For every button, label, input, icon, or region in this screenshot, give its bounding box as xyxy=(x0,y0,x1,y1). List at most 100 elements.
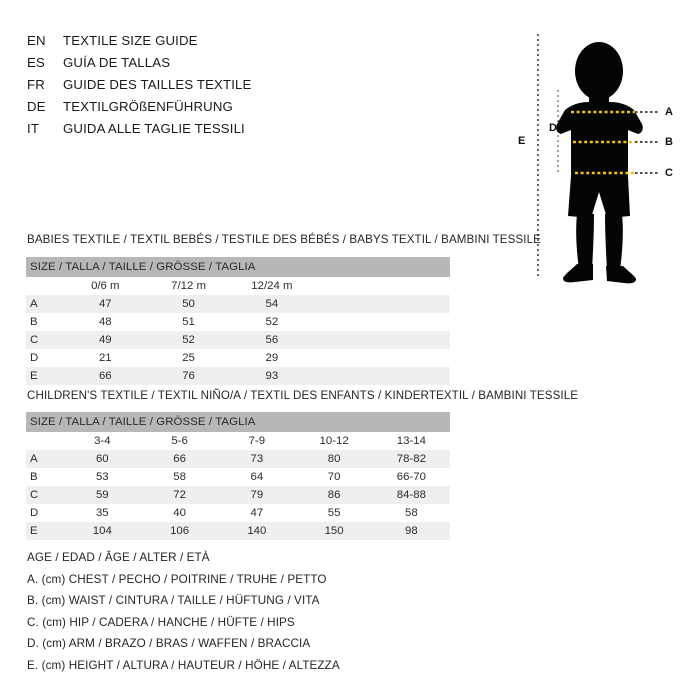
table-cell: 73 xyxy=(218,450,296,468)
table-cell: 60 xyxy=(63,450,141,468)
table-cell: 72 xyxy=(140,486,219,504)
children-section-title: CHILDREN'S TEXTILE / TEXTIL NIÑO/A / TEX… xyxy=(27,389,579,402)
figure-label-e: E xyxy=(518,135,526,147)
table-row: D 35 40 47 55 58 xyxy=(26,504,450,522)
table-cell: 52 xyxy=(146,331,231,349)
table-cell: 79 xyxy=(218,486,296,504)
language-code: IT xyxy=(27,121,40,136)
table-cell: 50 xyxy=(146,295,231,313)
babies-size-table: SIZE / TALLA / TAILLE / GRÖSSE / TAGLIA … xyxy=(26,257,450,385)
spacer-cell xyxy=(313,313,450,331)
table-row: A 47 50 54 xyxy=(26,295,450,313)
babies-column-header: 12/24 m xyxy=(251,280,293,292)
language-row: FR GUIDE DES TAILLES TEXTILE xyxy=(27,77,447,99)
table-cell: 35 xyxy=(63,504,141,522)
table-cell: 84-88 xyxy=(372,486,450,504)
babies-column-header-row: 0/6 m 7/12 m 12/24 m xyxy=(26,277,450,295)
language-title: TEXTILGRÖßENFÜHRUNG xyxy=(63,99,233,114)
legend-item: E. (cm) HEIGHT / ALTURA / HAUTEUR / HÖHE… xyxy=(27,658,340,672)
table-row: B 48 51 52 xyxy=(26,313,450,331)
table-cell: 58 xyxy=(372,504,450,522)
table-row: C 49 52 56 xyxy=(26,331,450,349)
children-column-header: 3-4 xyxy=(94,435,111,447)
children-size-bar-row: SIZE / TALLA / TAILLE / GRÖSSE / TAGLIA xyxy=(26,412,450,432)
table-cell: 66 xyxy=(63,367,147,385)
row-label: A xyxy=(26,295,64,313)
spacer-cell xyxy=(26,277,64,295)
legend-item: D. (cm) ARM / BRAZO / BRAS / WAFFEN / BR… xyxy=(27,637,311,650)
table-cell: 66 xyxy=(140,450,219,468)
language-code: ES xyxy=(27,55,45,70)
table-cell: 106 xyxy=(140,522,219,540)
table-cell: 104 xyxy=(63,522,141,540)
row-label: A xyxy=(26,450,64,468)
table-cell: 40 xyxy=(140,504,219,522)
children-column-header: 13-14 xyxy=(396,435,426,447)
table-cell: 66-70 xyxy=(372,468,450,486)
table-cell: 76 xyxy=(146,367,231,385)
table-cell: 78-82 xyxy=(372,450,450,468)
table-cell: 98 xyxy=(372,522,450,540)
table-cell: 51 xyxy=(146,313,231,331)
table-cell: 54 xyxy=(230,295,314,313)
silhouette-body xyxy=(556,42,643,284)
table-cell: 140 xyxy=(218,522,296,540)
table-cell: 29 xyxy=(230,349,314,367)
table-row: E 66 76 93 xyxy=(26,367,450,385)
table-cell: 70 xyxy=(295,468,373,486)
figure-label-d: D xyxy=(549,122,557,134)
language-title: TEXTILE SIZE GUIDE xyxy=(63,33,198,48)
legend-item: B. (cm) WAIST / CINTURA / TAILLE / HÜFTU… xyxy=(27,594,320,607)
table-row: D 21 25 29 xyxy=(26,349,450,367)
row-label: C xyxy=(26,331,64,349)
babies-column-header: 0/6 m xyxy=(91,280,120,292)
babies-column-header: 7/12 m xyxy=(171,280,206,292)
babies-size-bar-row: SIZE / TALLA / TAILLE / GRÖSSE / TAGLIA xyxy=(26,257,450,277)
spacer-cell xyxy=(313,367,450,385)
children-column-header-row: 3-4 5-6 7-9 10-12 13-14 xyxy=(26,432,450,450)
table-cell: 150 xyxy=(295,522,373,540)
figure-label-a: A xyxy=(665,106,673,118)
table-row: E 104 106 140 150 98 xyxy=(26,522,450,540)
table-cell: 59 xyxy=(63,486,141,504)
row-label: B xyxy=(26,468,64,486)
language-row: DE TEXTILGRÖßENFÜHRUNG xyxy=(27,99,447,121)
row-label: B xyxy=(26,313,64,331)
table-cell: 53 xyxy=(63,468,141,486)
language-row: EN TEXTILE SIZE GUIDE xyxy=(27,33,447,55)
children-size-table: SIZE / TALLA / TAILLE / GRÖSSE / TAGLIA … xyxy=(26,412,450,540)
figure-label-b: B xyxy=(665,136,673,148)
spacer-cell xyxy=(313,331,450,349)
children-column-header: 5-6 xyxy=(171,435,188,447)
babies-section-title: BABIES TEXTILE / TEXTIL BEBÉS / TESTILE … xyxy=(27,233,542,246)
table-cell: 56 xyxy=(230,331,314,349)
language-code: DE xyxy=(27,99,46,114)
table-cell: 58 xyxy=(140,468,219,486)
language-title: GUÍA DE TALLAS xyxy=(63,55,171,70)
table-row: C 59 72 79 86 84-88 xyxy=(26,486,450,504)
children-size-bar-label: SIZE / TALLA / TAILLE / GRÖSSE / TAGLIA xyxy=(26,412,450,432)
row-label: E xyxy=(26,367,64,385)
language-header-block: EN TEXTILE SIZE GUIDE ES GUÍA DE TALLAS … xyxy=(27,33,447,143)
table-cell: 52 xyxy=(230,313,314,331)
row-label: C xyxy=(26,486,64,504)
table-cell: 47 xyxy=(63,295,147,313)
table-row: A 60 66 73 80 78-82 xyxy=(26,450,450,468)
language-code: EN xyxy=(27,33,46,48)
language-code: FR xyxy=(27,77,45,92)
figure-label-c: C xyxy=(665,167,673,179)
language-row: IT GUIDA ALLE TAGLIE TESSILI xyxy=(27,121,447,143)
table-cell: 86 xyxy=(295,486,373,504)
table-cell: 93 xyxy=(230,367,314,385)
table-cell: 55 xyxy=(295,504,373,522)
table-cell: 64 xyxy=(218,468,296,486)
spacer-cell xyxy=(26,432,64,450)
children-column-header: 7-9 xyxy=(248,435,266,447)
table-cell: 47 xyxy=(218,504,296,522)
table-row: B 53 58 64 70 66-70 xyxy=(26,468,450,486)
row-label: E xyxy=(26,522,64,540)
spacer-cell xyxy=(313,349,450,367)
table-cell: 48 xyxy=(63,313,147,331)
measurement-figure: E D A B C xyxy=(495,20,700,290)
language-title: GUIDE DES TAILLES TEXTILE xyxy=(63,77,252,92)
